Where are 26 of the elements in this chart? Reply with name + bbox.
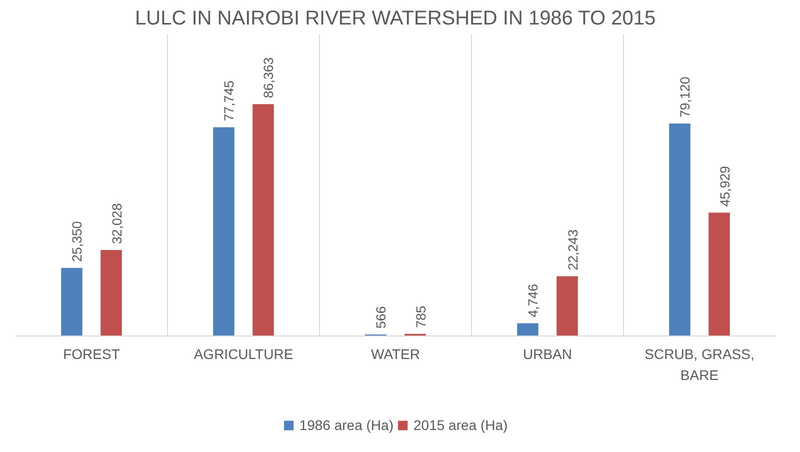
data-label: 22,243	[565, 230, 580, 270]
legend-label: 1986 area (Ha)	[299, 417, 394, 433]
bar	[252, 104, 274, 336]
legend-label: 2015 area (Ha)	[414, 417, 508, 433]
bar	[517, 323, 538, 336]
data-label: 45,929	[717, 166, 732, 207]
bar	[100, 250, 122, 336]
data-label: 785	[413, 306, 428, 328]
x-tick-label: SCRUB, GRASS, BARE	[644, 346, 754, 383]
x-tick-label: URBAN	[522, 346, 572, 362]
data-label: 566	[374, 306, 389, 328]
data-label: 32,028	[109, 203, 124, 244]
x-tick-label: WATER	[371, 346, 420, 362]
x-tick-label: AGRICULTURE	[194, 346, 294, 362]
bar	[669, 124, 690, 336]
bar	[708, 212, 730, 336]
bar	[61, 268, 82, 336]
data-label: 86,363	[261, 57, 276, 98]
bar	[556, 276, 578, 336]
data-label: 4,746	[526, 284, 541, 318]
bar	[213, 127, 234, 336]
data-label: 79,120	[678, 76, 693, 118]
data-label: 25,350	[70, 221, 85, 262]
data-label: 77,745	[222, 80, 237, 122]
chart-title: LULC IN NAIROBI RIVER WATERSHED IN 1986 TO 2015	[135, 8, 656, 30]
x-tick-label: FOREST	[63, 346, 120, 362]
